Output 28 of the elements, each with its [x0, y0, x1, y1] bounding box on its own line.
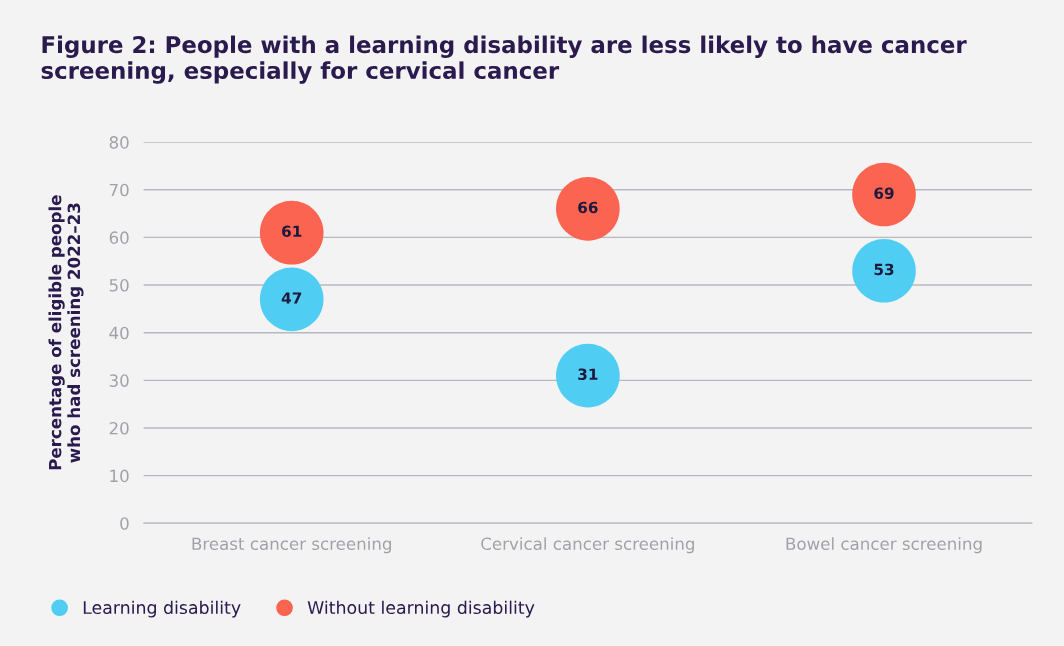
- point: [556, 177, 620, 241]
- data-label: 69: [874, 187, 894, 199]
- y-axis-title: Percentage of eligible people who had screening 2022–23: [48, 195, 84, 470]
- y-tick-label: 30: [109, 374, 129, 387]
- y-tick-label: 10: [110, 469, 129, 483]
- legend-label: Learning disability: [83, 600, 241, 618]
- legend-label: Without learning disability: [307, 600, 535, 618]
- y-tick-label: 50: [109, 279, 129, 292]
- point: [852, 238, 916, 303]
- data-label: 66: [578, 201, 598, 214]
- point: [556, 343, 620, 408]
- chart-title: Figure 2: People with a learning disability are less likely to have cancer screening, especially for cervical cancer: [41, 35, 967, 84]
- data-label: 47: [281, 292, 302, 304]
- y-tick-label: 60: [109, 231, 129, 244]
- data-label: 53: [874, 263, 894, 276]
- y-tick-label: 20: [109, 421, 129, 435]
- x-tick-label: Bowel cancer screening: [786, 537, 982, 554]
- point: [259, 200, 324, 265]
- y-tick-label: 40: [109, 326, 129, 340]
- data-label: 31: [578, 368, 598, 380]
- y-tick-label: 70: [109, 183, 129, 197]
- data-label: 61: [282, 225, 302, 238]
- y-tick-label: 0: [120, 517, 129, 530]
- x-tick-label: Breast cancer screening: [192, 537, 391, 554]
- point: [259, 267, 324, 332]
- point: [852, 162, 916, 227]
- x-tick-label: Cervical cancer screening: [481, 537, 694, 554]
- y-tick-label: 80: [109, 136, 129, 149]
